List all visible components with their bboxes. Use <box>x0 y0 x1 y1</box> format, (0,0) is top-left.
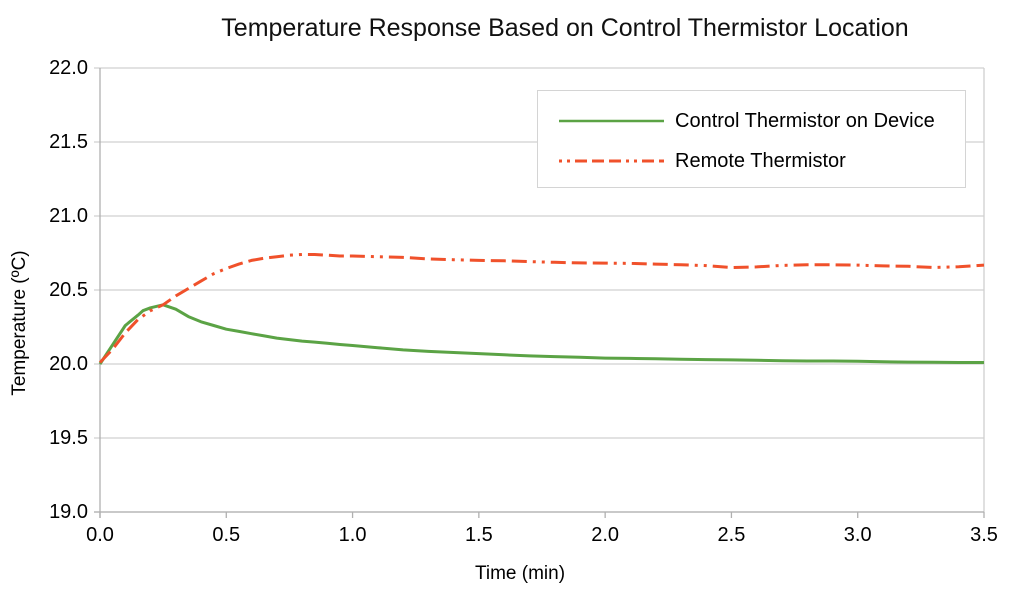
y-tick-label: 20.0 <box>49 353 88 375</box>
legend-item-control-thermistor: Control Thermistor on Device <box>538 101 965 141</box>
series-line-remote-thermistor <box>98 253 985 364</box>
x-tick-label: 2.0 <box>591 524 620 546</box>
x-tick-label: 2.5 <box>717 524 746 546</box>
legend-item-remote-thermistor: Remote Thermistor <box>538 141 965 181</box>
y-tick-label: 19.5 <box>49 427 88 449</box>
x-tick-label: 1.0 <box>338 524 367 546</box>
y-tick-label: 20.5 <box>49 279 88 301</box>
x-tick-label: 0.0 <box>86 524 114 546</box>
legend-line-sample-dashed <box>559 159 664 163</box>
legend-label-remote-thermistor: Remote Thermistor <box>675 149 846 172</box>
y-tick-label: 22.0 <box>49 57 88 79</box>
legend-line-sample-solid <box>559 119 664 123</box>
y-tick-label: 21.5 <box>49 131 88 153</box>
x-tick-label: 0.5 <box>212 524 241 546</box>
legend-label-control-thermistor: Control Thermistor on Device <box>675 109 935 132</box>
x-tick-label: 3.0 <box>843 524 872 546</box>
y-tick-label: 21.0 <box>49 205 88 227</box>
y-tick-label: 19.0 <box>49 501 88 523</box>
series-line-control-thermistor <box>98 303 984 365</box>
legend: Control Thermistor on Device Remote Ther… <box>537 90 966 188</box>
chart-title: Temperature Response Based on Control Th… <box>221 14 909 42</box>
x-tick-label: 1.5 <box>464 524 493 546</box>
x-tick-label: 3.5 <box>970 524 998 546</box>
x-axis-title: Time (min) <box>474 563 566 584</box>
